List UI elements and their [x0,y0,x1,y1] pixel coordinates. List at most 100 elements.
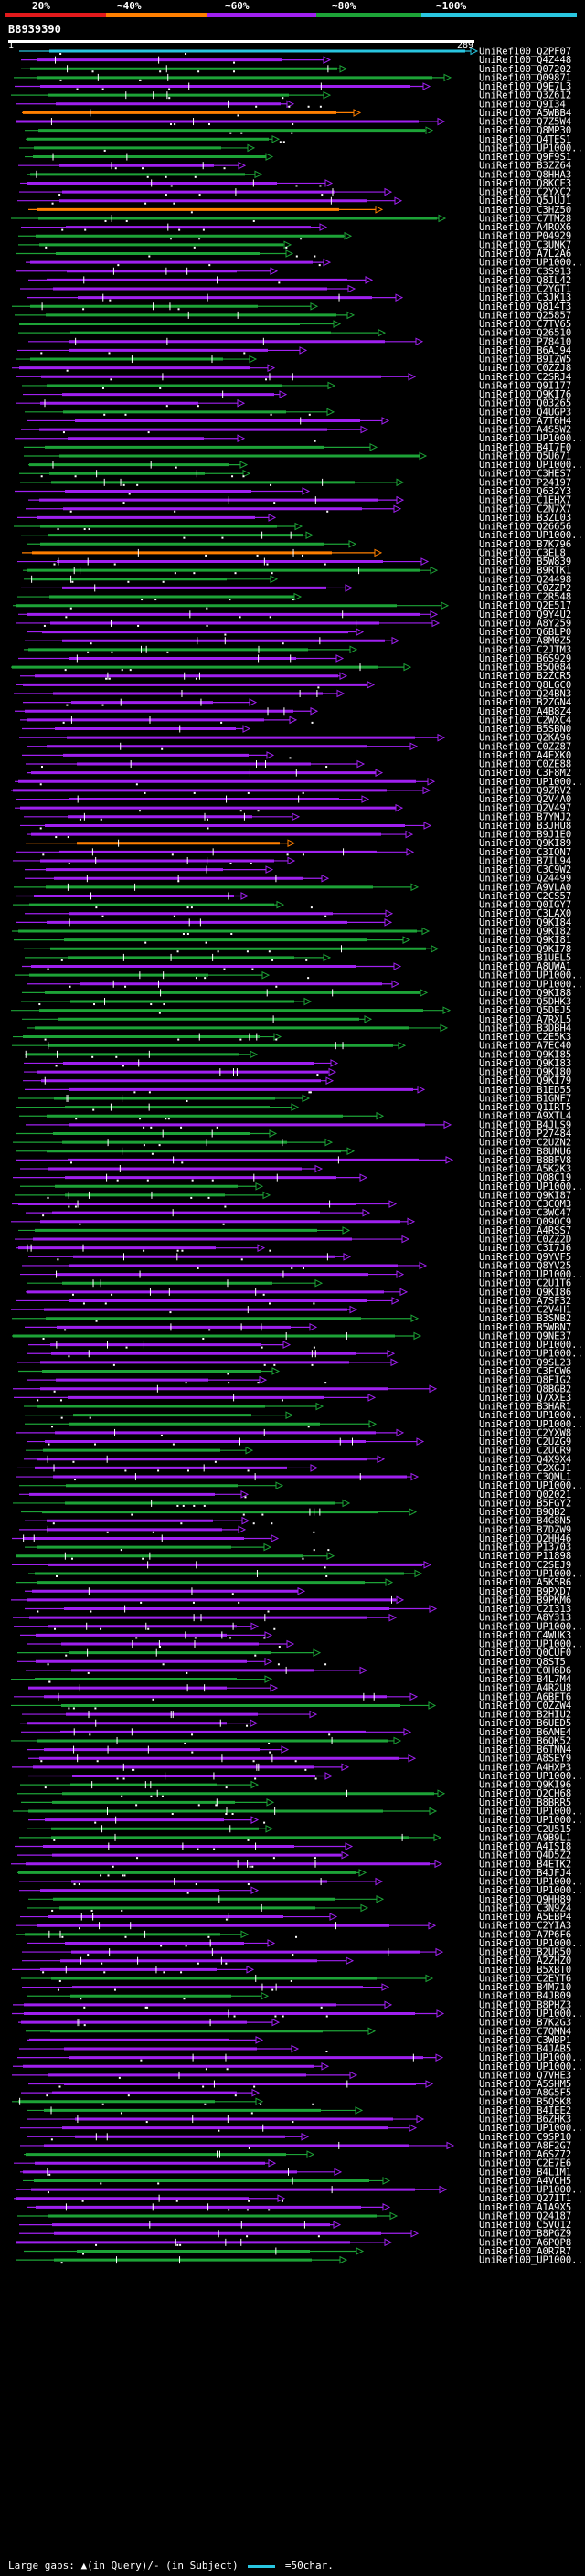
hit-label[interactable]: UniRef100_Q5DEJ5 [479,1005,571,1016]
hit-label[interactable]: UniRef100_C4WUK3 [479,1630,571,1641]
hit-label[interactable]: UniRef100_A9VLA0 [479,882,571,893]
hit-label[interactable]: UniRef100_Q5JUJ1 [479,196,571,207]
hit-label[interactable]: UniRef100_A5EBP4 [479,1912,571,1923]
hit-label[interactable]: UniRef100_A8Y313 [479,1613,571,1624]
hit-label[interactable]: UniRef100_A4R2U8 [479,1683,571,1694]
hit-label[interactable]: UniRef100_UP1000... [479,2123,585,2134]
hit-label[interactable]: UniRef100_Q2V4A0 [479,794,571,805]
hit-label[interactable]: UniRef100_UP1000... [479,777,585,788]
hit-label[interactable]: UniRef100_Q4Z448 [479,55,571,66]
hit-label[interactable]: UniRef100_A0R7R7 [479,2246,571,2257]
hit-label[interactable]: UniRef100_Q4D5Z2 [479,1850,571,1861]
hit-label[interactable]: UniRef100_A4ISI8 [479,1841,571,1852]
hit-label[interactable]: UniRef100_B8UNU6 [479,1146,571,1157]
hit-label[interactable]: UniRef100_Q08C19 [479,1172,571,1183]
hit-label[interactable]: UniRef100_B5QSK8 [479,2096,571,2107]
hit-label[interactable]: UniRef100_Q9KI78 [479,944,571,955]
hit-label[interactable]: UniRef100_B7K796 [479,539,571,550]
hit-label[interactable]: UniRef100_C2UZN2 [479,1138,571,1149]
hit-label[interactable]: UniRef100_P78410 [479,336,571,347]
hit-label[interactable]: UniRef100_B7K2G3 [479,2018,571,2029]
hit-label[interactable]: UniRef100_A4HXP3 [479,1762,571,1773]
hit-label[interactable]: UniRef100_Q2PF07 [479,47,571,58]
hit-label[interactable]: UniRef100_Q9KI88 [479,988,571,999]
hit-label[interactable]: UniRef100_UP1000... [479,2009,585,2019]
hit-label[interactable]: UniRef100_Q8FIG2 [479,1375,571,1386]
hit-label[interactable]: UniRef100_Q9E7L3 [479,81,571,92]
hit-label[interactable]: UniRef100_Q02021 [479,1489,571,1500]
hit-label[interactable]: UniRef100_A7SF32 [479,1296,571,1307]
hit-label[interactable]: UniRef100_P11898 [479,1551,571,1562]
hit-label[interactable]: UniRef100_A8Y259 [479,618,571,629]
hit-label[interactable]: UniRef100_A7P6F6 [479,1929,571,1940]
hit-label[interactable]: UniRef100_Q09871 [479,72,571,83]
hit-label[interactable]: UniRef100_C2V4H1 [479,1305,571,1316]
hit-label[interactable]: UniRef100_Q9KI81 [479,935,571,946]
hit-label[interactable]: UniRef100_B2ZCR5 [479,671,571,682]
hit-label[interactable]: UniRef100_B5W839 [479,557,571,567]
hit-label[interactable]: UniRef100_C3HES7 [479,469,571,480]
hit-label[interactable]: UniRef100_Q1IRT5 [479,1102,571,1113]
hit-label[interactable]: UniRef100_C2UZG9 [479,1436,571,1447]
hit-label[interactable]: UniRef100_A4EXK0 [479,750,571,761]
hit-label[interactable]: UniRef100_UP1000... [479,1419,585,1430]
hit-label[interactable]: UniRef100_Q9KI80 [479,1067,571,1078]
hit-label[interactable]: UniRef100_B6QK52 [479,1735,571,1746]
hit-label[interactable]: UniRef100_Q24187 [479,2210,571,2221]
hit-label[interactable]: UniRef100_C2YXC2 [479,187,571,198]
hit-label[interactable]: UniRef100_Q9KI86 [479,1287,571,1298]
hit-label[interactable]: UniRef100_Q4TES1 [479,134,571,145]
hit-label[interactable]: UniRef100_C3N9Z4 [479,1903,571,1913]
hit-label[interactable]: UniRef100_Q9KI87 [479,1190,571,1201]
hit-label[interactable]: UniRef100_Q25857 [479,310,571,321]
hit-label[interactable]: UniRef100_P24197 [479,477,571,488]
hit-label[interactable]: UniRef100_UP1000... [479,460,585,471]
hit-label[interactable]: UniRef100_C0ZZ87 [479,741,571,752]
hit-label[interactable]: UniRef100_C2YXW8 [479,1427,571,1438]
hit-label[interactable]: UniRef100_C3IQN7 [479,847,571,858]
hit-label[interactable]: UniRef100_Q09QC9 [479,1216,571,1227]
hit-label[interactable]: UniRef100_Q9KI84 [479,917,571,928]
hit-label[interactable]: UniRef100_B1UEL5 [479,952,571,963]
hit-label[interactable]: UniRef100_C5VQ12 [479,2220,571,2231]
hit-label[interactable]: UniRef100_Q8MP30 [479,125,571,136]
hit-label[interactable]: UniRef100_A7L2A6 [479,249,571,260]
hit-label[interactable]: UniRef100_Q9YVF5 [479,1252,571,1263]
hit-label[interactable]: UniRef100_A4VCH5 [479,2176,571,2187]
hit-label[interactable]: UniRef100_C3EL8 [479,547,566,558]
hit-label[interactable]: UniRef100_UP1000... [479,530,585,541]
hit-label[interactable]: UniRef100_P13703 [479,1542,571,1553]
hit-label[interactable]: UniRef100_A7EC40 [479,1041,571,1052]
hit-label[interactable]: UniRef100_Q27IT1 [479,2193,571,2204]
hit-label[interactable]: UniRef100_Q3Z612 [479,90,571,101]
hit-label[interactable]: UniRef100_Q8LGC0 [479,680,571,691]
hit-label[interactable]: UniRef100_C3UNK7 [479,239,571,250]
hit-label[interactable]: UniRef100_C3WC47 [479,1208,571,1219]
hit-label[interactable]: UniRef100_Q7VHE3 [479,2070,571,2081]
hit-label[interactable]: UniRef100_Q7Z5W4 [479,117,571,128]
hit-label[interactable]: UniRef100_C3I7J6 [479,1243,571,1254]
hit-label[interactable]: UniRef100_C9SP10 [479,2132,571,2143]
hit-label[interactable]: UniRef100_B3HAR1 [479,1402,571,1413]
hit-label[interactable]: UniRef100_B4L7M4 [479,1674,571,1685]
hit-label[interactable]: UniRef100_B2HIU2 [479,1710,571,1721]
hit-label[interactable]: UniRef100_B8PGZ9 [479,2229,571,2240]
hit-label[interactable]: UniRef100_B9J1E0 [479,830,571,841]
hit-label[interactable]: UniRef100_C7QMN4 [479,2026,571,2037]
hit-label[interactable]: UniRef100_A4ROX6 [479,222,571,233]
hit-label[interactable]: UniRef100_A8UWA1 [479,961,571,972]
hit-label[interactable]: UniRef100_A8F2G7 [479,2140,571,2151]
hit-label[interactable]: UniRef100_B5SBN0 [479,724,571,735]
hit-label[interactable]: UniRef100_A7T6H4 [479,416,571,427]
hit-label[interactable]: UniRef100_B8BFV8 [479,1155,571,1166]
hit-label[interactable]: UniRef100_C2E5K3 [479,1032,571,1043]
hit-label[interactable]: UniRef100_UP1000... [479,1182,585,1193]
hit-label[interactable]: UniRef100_A4B8Z4 [479,706,571,717]
hit-label[interactable]: UniRef100_UP1000... [479,433,585,444]
hit-label[interactable]: UniRef100_C0H6D6 [479,1665,571,1676]
hit-label[interactable]: UniRef100_B8PHZ3 [479,1999,571,2010]
hit-label[interactable]: UniRef100_B6UED5 [479,1718,571,1729]
hit-label[interactable]: UniRef100_C3JK13 [479,292,571,303]
hit-label[interactable]: UniRef100_UP1000... [479,2052,585,2063]
hit-label[interactable]: UniRef100_UP1000... [479,1938,585,1949]
